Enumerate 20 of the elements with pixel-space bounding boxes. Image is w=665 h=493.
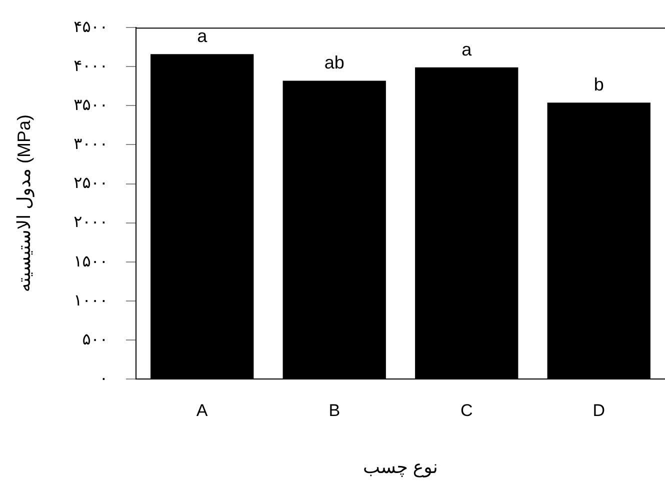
x-tick-label: A xyxy=(196,400,208,420)
y-tick-label: ۳۵۰۰ xyxy=(74,97,108,114)
y-tick-label: ۱۵۰۰ xyxy=(74,253,108,270)
x-tick-label: C xyxy=(460,400,473,420)
annotation: b xyxy=(594,74,604,95)
y-tick-label: ۲۵۰۰ xyxy=(74,175,108,192)
y-tick-label: ۲۰۰۰ xyxy=(74,214,108,232)
x-tick-label: D xyxy=(592,400,606,420)
annotation: a xyxy=(197,26,208,46)
x-tick-label: B xyxy=(328,400,340,420)
y-tick-label: ۴۰۰۰ xyxy=(74,58,108,76)
annotation: a xyxy=(462,39,473,60)
y-tick-label: ۰ xyxy=(99,370,108,388)
y-tick-label: ۴۵۰۰ xyxy=(74,19,108,36)
y-tick-label: ۱۰۰۰ xyxy=(74,292,108,310)
y-tick-label: ۵۰۰ xyxy=(82,331,108,348)
y-tick-label: ۳۰۰۰ xyxy=(74,136,108,154)
y-axis-title: مدول الاستیسیته (MPa) xyxy=(14,114,35,292)
x-axis-title: نوع چسب xyxy=(363,457,438,478)
annotation: ab xyxy=(324,52,344,73)
